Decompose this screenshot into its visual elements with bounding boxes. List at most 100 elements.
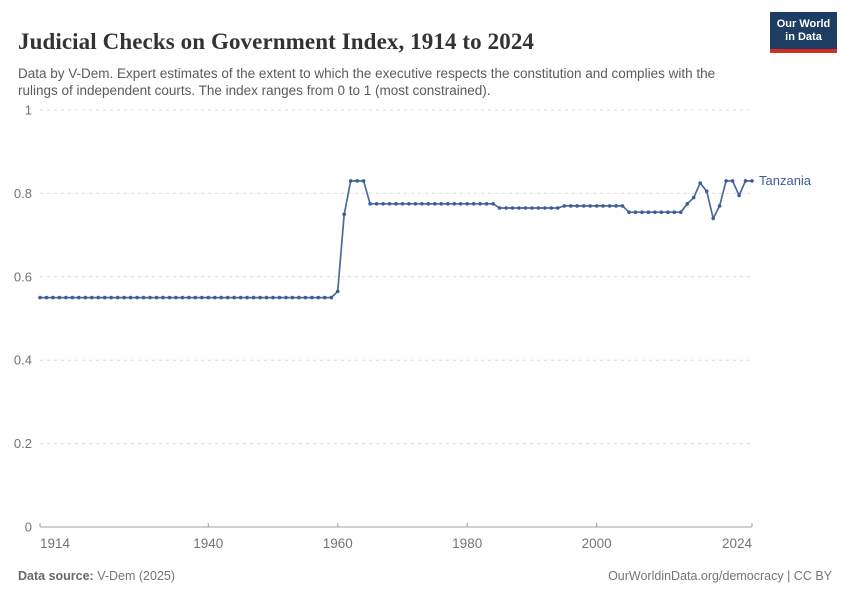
data-point-marker[interactable] [323, 295, 327, 300]
data-point-marker[interactable] [154, 295, 159, 300]
data-point-marker[interactable] [258, 295, 262, 300]
data-point-marker[interactable] [439, 202, 444, 206]
data-point-marker[interactable] [679, 210, 683, 214]
data-point-marker[interactable] [277, 295, 282, 300]
data-point-marker[interactable] [549, 206, 554, 210]
series-line-tanzania[interactable] [39, 180, 753, 299]
data-point-marker[interactable] [646, 210, 651, 214]
data-point-marker[interactable] [556, 206, 560, 210]
data-point-marker[interactable] [187, 295, 191, 300]
data-point-marker[interactable] [51, 295, 55, 300]
data-point-marker[interactable] [213, 295, 217, 300]
data-point-marker[interactable] [510, 206, 515, 210]
data-point-marker[interactable] [38, 295, 42, 300]
data-point-marker[interactable] [737, 193, 741, 198]
data-point-marker[interactable] [504, 206, 508, 210]
data-point-marker[interactable] [536, 206, 541, 210]
data-point-marker[interactable] [569, 204, 573, 208]
data-point-marker[interactable] [245, 295, 249, 300]
data-point-marker[interactable] [607, 204, 612, 208]
data-point-marker[interactable] [122, 295, 126, 300]
data-point-marker[interactable] [497, 206, 502, 210]
data-point-marker[interactable] [174, 295, 178, 300]
attribution-link[interactable]: OurWorldinData.org/democracy | CC BY [608, 569, 832, 583]
data-point-marker[interactable] [225, 295, 230, 300]
data-point-marker[interactable] [743, 179, 748, 183]
data-point-marker[interactable] [141, 295, 146, 300]
data-point-marker[interactable] [452, 202, 457, 206]
data-point-marker[interactable] [594, 204, 599, 208]
data-point-marker[interactable] [420, 202, 424, 206]
data-point-marker[interactable] [83, 295, 88, 300]
data-point-marker[interactable] [484, 202, 489, 206]
data-point-marker[interactable] [200, 295, 204, 300]
data-point-marker[interactable] [90, 295, 94, 300]
data-point-marker[interactable] [685, 202, 690, 206]
data-point-marker[interactable] [581, 204, 586, 208]
data-point-marker[interactable] [329, 295, 334, 300]
data-point-marker[interactable] [523, 206, 528, 210]
data-point-marker[interactable] [148, 295, 152, 300]
data-point-marker[interactable] [44, 295, 49, 300]
data-point-marker[interactable] [238, 295, 243, 300]
data-point-marker[interactable] [446, 202, 450, 206]
data-point-marker[interactable] [575, 204, 579, 208]
data-point-marker[interactable] [711, 216, 715, 221]
data-point-marker[interactable] [219, 295, 223, 300]
data-point-marker[interactable] [517, 206, 521, 210]
data-point-marker[interactable] [562, 204, 567, 208]
data-point-marker[interactable] [601, 204, 605, 208]
data-point-marker[interactable] [640, 210, 644, 214]
data-point-marker[interactable] [264, 295, 269, 300]
data-point-marker[interactable] [704, 189, 709, 194]
data-point-marker[interactable] [374, 202, 379, 206]
owid-logo[interactable]: Our World in Data [770, 12, 837, 53]
data-point-marker[interactable] [206, 295, 211, 300]
data-point-marker[interactable] [167, 295, 172, 300]
data-point-marker[interactable] [232, 295, 236, 300]
data-point-marker[interactable] [666, 210, 670, 214]
data-point-marker[interactable] [361, 179, 366, 183]
data-point-marker[interactable] [96, 295, 101, 300]
data-point-marker[interactable] [407, 202, 411, 206]
data-point-marker[interactable] [394, 202, 398, 206]
data-point-marker[interactable] [433, 202, 437, 206]
data-point-marker[interactable] [64, 295, 68, 300]
data-point-marker[interactable] [471, 202, 476, 206]
data-point-marker[interactable] [627, 210, 631, 214]
data-point-marker[interactable] [342, 212, 347, 217]
data-point-marker[interactable] [109, 295, 113, 300]
data-point-marker[interactable] [659, 210, 664, 214]
data-point-marker[interactable] [310, 295, 314, 300]
data-point-marker[interactable] [135, 295, 139, 300]
data-point-marker[interactable] [161, 295, 165, 300]
data-point-marker[interactable] [413, 202, 418, 206]
data-point-marker[interactable] [588, 204, 592, 208]
data-point-marker[interactable] [251, 295, 256, 300]
data-point-marker[interactable] [530, 206, 534, 210]
data-point-marker[interactable] [672, 210, 677, 214]
data-point-marker[interactable] [387, 202, 392, 206]
data-point-marker[interactable] [750, 179, 754, 183]
data-point-marker[interactable] [297, 295, 301, 300]
data-point-marker[interactable] [543, 206, 547, 210]
data-point-marker[interactable] [290, 295, 295, 300]
data-point-marker[interactable] [335, 289, 340, 294]
data-point-marker[interactable] [465, 202, 470, 206]
series-label-tanzania[interactable]: Tanzania [759, 172, 812, 188]
data-point-marker[interactable] [102, 295, 107, 300]
data-point-marker[interactable] [717, 204, 722, 208]
data-point-marker[interactable] [180, 295, 185, 300]
data-point-marker[interactable] [724, 179, 728, 183]
data-point-marker[interactable] [491, 202, 495, 206]
data-point-marker[interactable] [458, 202, 463, 206]
data-point-marker[interactable] [284, 295, 288, 300]
data-point-marker[interactable] [271, 295, 275, 300]
data-point-marker[interactable] [730, 179, 735, 183]
data-point-marker[interactable] [698, 181, 702, 185]
data-point-marker[interactable] [633, 210, 638, 214]
data-point-marker[interactable] [77, 295, 81, 300]
data-point-marker[interactable] [400, 202, 405, 206]
data-point-marker[interactable] [620, 204, 625, 208]
data-point-marker[interactable] [478, 202, 482, 206]
